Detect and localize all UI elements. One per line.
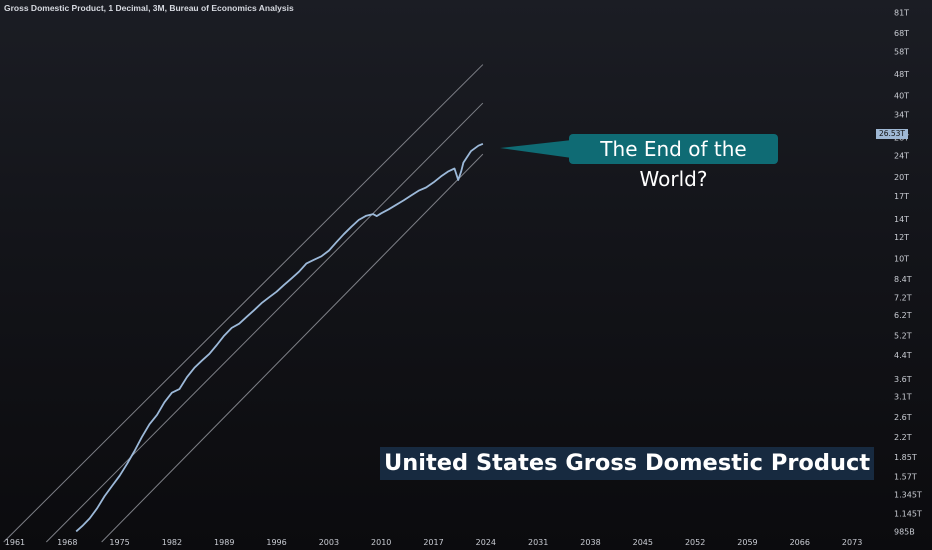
y-tick-label: 985B xyxy=(894,527,915,536)
regression-channel xyxy=(3,64,484,543)
y-axis[interactable]: 985B 1.145T 1.345T 1.57T 1.85T 2.2T 2.6T 3.1T 3.… xyxy=(894,8,922,536)
last-value-label: 26.53T xyxy=(875,129,908,139)
x-tick-label: 1996 xyxy=(266,538,286,547)
y-tick-label: 3.6T xyxy=(894,375,912,384)
y-tick-label: 7.2T xyxy=(894,293,912,302)
x-tick-label: 1982 xyxy=(162,538,182,547)
y-tick-label: 40T xyxy=(894,91,909,100)
channel-line-2 xyxy=(45,102,484,543)
y-tick-label: 81T xyxy=(894,8,909,17)
x-tick-label: 2066 xyxy=(790,538,810,547)
callout-arrow xyxy=(500,140,572,158)
y-tick-label: 24T xyxy=(894,152,909,161)
x-tick-label: 1961 xyxy=(5,538,25,547)
y-tick-label: 2.6T xyxy=(894,413,912,422)
y-tick-label: 1.145T xyxy=(894,510,922,519)
y-tick-label: 6.2T xyxy=(894,311,912,320)
y-tick-label: 8.4T xyxy=(894,275,912,284)
y-tick-label: 4.4T xyxy=(894,351,912,360)
y-tick-label: 17T xyxy=(894,192,909,201)
x-tick-label: 1989 xyxy=(214,538,234,547)
x-tick-label: 2059 xyxy=(737,538,757,547)
y-tick-label: 48T xyxy=(894,70,909,79)
y-tick-label: 12T xyxy=(894,233,909,242)
x-tick-label: 2010 xyxy=(371,538,391,547)
y-tick-label: 34T xyxy=(894,111,909,120)
callout-pointer xyxy=(500,140,572,158)
x-tick-label: 2073 xyxy=(842,538,862,547)
x-tick-label: 1975 xyxy=(109,538,129,547)
x-tick-label: 1968 xyxy=(57,538,77,547)
y-tick-label: 14T xyxy=(894,215,909,224)
y-tick-label: 10T xyxy=(894,255,909,264)
x-axis[interactable]: 1961 1968 1975 1982 1989 1996 2003 2010 2017 2024… xyxy=(5,538,863,547)
channel-line-3 xyxy=(101,153,484,543)
chart-header-title: Gross Domestic Product, 1 Decimal, 3M, B… xyxy=(4,3,294,13)
x-tick-label: 2045 xyxy=(633,538,653,547)
annotation-callout[interactable]: The End of the World? xyxy=(569,134,778,191)
gdp-series xyxy=(75,142,484,533)
y-tick-label: 3.1T xyxy=(894,392,912,401)
y-tick-label: 1.345T xyxy=(894,491,922,500)
channel-line-1 xyxy=(3,64,484,543)
x-tick-label: 2031 xyxy=(528,538,548,547)
y-tick-label: 2.2T xyxy=(894,433,912,442)
y-tick-label: 68T xyxy=(894,29,909,38)
x-tick-label: 2017 xyxy=(423,538,443,547)
x-tick-label: 2052 xyxy=(685,538,705,547)
x-tick-label: 2024 xyxy=(476,538,496,547)
y-tick-label: 1.85T xyxy=(894,453,917,462)
x-tick-label: 2038 xyxy=(580,538,600,547)
y-tick-label: 1.57T xyxy=(894,473,917,482)
x-tick-label: 2003 xyxy=(319,538,339,547)
chart-banner-title[interactable]: United States Gross Domestic Product xyxy=(380,447,875,480)
y-tick-label: 20T xyxy=(894,173,909,182)
y-tick-label: 58T xyxy=(894,48,909,57)
series-line-1 xyxy=(75,142,484,533)
y-tick-label: 5.2T xyxy=(894,332,912,341)
